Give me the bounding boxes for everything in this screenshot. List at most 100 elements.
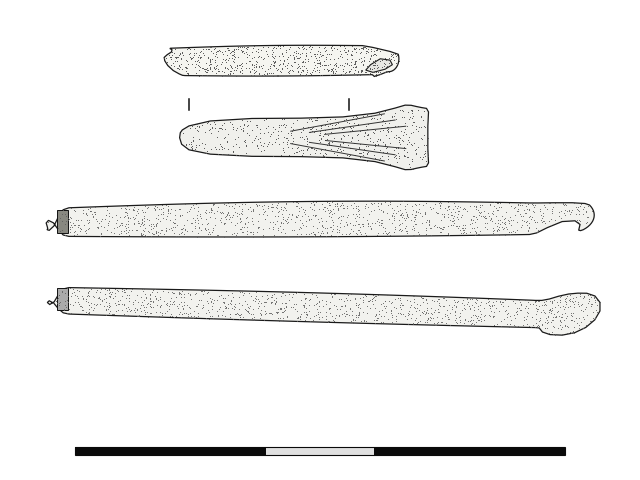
Point [374,205,385,213]
Point [380,298,390,305]
Point [547,299,557,307]
Point [351,44,362,52]
Point [253,45,264,53]
Point [328,301,339,309]
Point [594,305,604,313]
Point [506,228,516,235]
Point [323,139,333,147]
Point [493,226,504,234]
Point [349,221,360,229]
Point [90,208,100,216]
Point [389,212,399,219]
Point [335,219,345,227]
Point [391,154,401,162]
Point [465,296,476,303]
Point [487,209,497,217]
Point [557,310,568,318]
Point [402,210,412,218]
Point [262,211,272,219]
Point [206,208,216,216]
Point [339,222,349,229]
Point [191,60,201,68]
Point [203,54,213,61]
Point [359,317,369,324]
Point [361,45,371,52]
Point [207,123,217,131]
Point [60,297,70,305]
Point [218,294,228,301]
Point [319,44,329,52]
Point [553,324,563,332]
Point [137,216,147,223]
Point [387,51,397,59]
Point [323,68,333,75]
Point [139,306,149,314]
Point [336,202,346,209]
Point [552,299,562,306]
Point [303,230,314,238]
Point [260,115,271,123]
Point [363,48,373,56]
Point [535,316,545,324]
Point [561,299,571,306]
Point [314,50,324,58]
Point [173,53,183,61]
Point [122,210,132,217]
Point [428,314,438,322]
Point [438,294,449,302]
Point [404,307,414,315]
Point [460,221,470,229]
Point [184,205,195,213]
Point [548,203,558,211]
Point [440,204,450,212]
Point [572,216,582,224]
Point [442,306,452,314]
Point [66,309,76,316]
Point [588,295,598,302]
Point [100,306,111,313]
Point [218,55,228,62]
Point [183,70,193,77]
Point [408,293,419,300]
Point [152,288,162,296]
Point [139,220,149,228]
Point [576,306,586,313]
Point [193,127,204,135]
Point [345,144,355,152]
Point [106,228,116,236]
Point [186,295,196,303]
Point [562,329,572,336]
Point [317,222,327,229]
Point [444,222,454,230]
Point [566,309,576,316]
Point [225,310,236,318]
Point [161,215,171,223]
Point [269,290,280,298]
Point [512,307,522,315]
Point [238,292,248,300]
Point [242,53,252,60]
Point [215,216,225,224]
Point [450,316,460,324]
Point [342,118,352,126]
Point [353,149,364,156]
Point [327,293,337,300]
Point [259,70,269,78]
Point [170,53,180,61]
Point [312,114,322,122]
Point [493,219,503,227]
Point [324,305,334,313]
Point [395,225,405,233]
Point [546,221,556,229]
Point [173,64,183,72]
Point [449,297,459,304]
Point [331,61,341,69]
Point [156,210,166,217]
Point [412,208,422,216]
Point [205,60,216,68]
Point [373,314,383,322]
Point [370,320,380,327]
Point [194,224,204,232]
Point [169,300,179,308]
Point [113,300,123,308]
